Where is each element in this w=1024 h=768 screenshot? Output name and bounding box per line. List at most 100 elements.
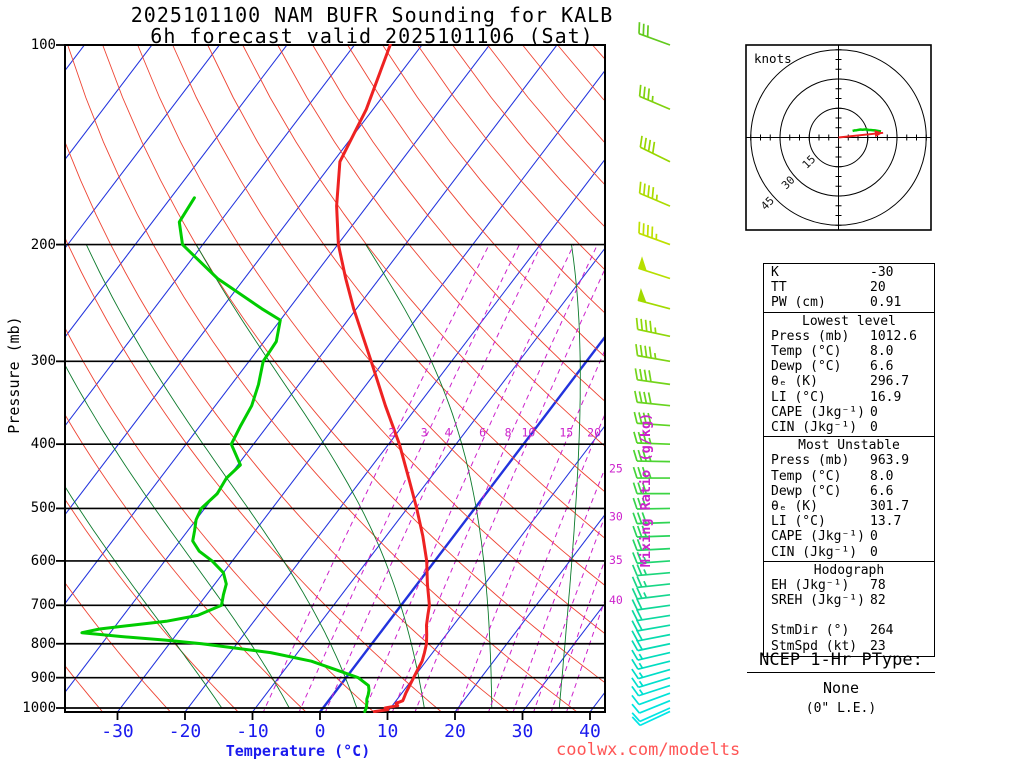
- dry-adiabat-line: [312, 44, 605, 402]
- stats-value: 16.9: [870, 389, 902, 405]
- barb-feather: [631, 620, 639, 632]
- barb-feather: [632, 512, 638, 524]
- stats-section-header: Hodograph: [764, 560, 934, 578]
- barb-staff: [637, 422, 671, 427]
- barb-feather: [635, 619, 643, 631]
- barb-feather: [638, 84, 642, 97]
- mixing-ratio-label: 8: [505, 426, 512, 440]
- stats-label: Dewp (°C): [771, 359, 842, 375]
- barb-feather: [641, 466, 648, 479]
- barb-feather: [648, 370, 652, 382]
- wind-barb-column: [631, 22, 671, 727]
- wind-barb: [631, 564, 671, 577]
- stats-row: Dewp (°C) 6.6: [764, 484, 934, 499]
- stats-section-header: Lowest level: [764, 311, 934, 329]
- barb-pennant: [637, 288, 647, 304]
- wind-barb: [631, 710, 671, 727]
- dry-adiabat-line: [65, 327, 376, 713]
- barb-feather: [635, 344, 639, 356]
- barb-feather: [634, 390, 639, 403]
- hodograph-trace: [852, 128, 882, 133]
- mixing-ratio-axis-label: Mixing Ratio (g/kg): [638, 412, 654, 568]
- stats-label: Press (mb): [771, 453, 850, 469]
- hodograph-border: [745, 44, 932, 231]
- mixing-ratio-label: 10: [521, 426, 535, 440]
- wind-barb: [632, 539, 671, 552]
- barb-feather: [631, 677, 640, 688]
- barb-feather: [636, 576, 643, 588]
- barb-feather: [631, 599, 639, 611]
- barb-feather: [635, 317, 639, 330]
- stats-value: 82: [870, 593, 886, 609]
- stats-panel: K -30 TT 20 PW (cm) 0.91 Lowest level Press (mb…: [763, 263, 935, 657]
- stats-value: 13.7: [870, 514, 902, 530]
- mixing-ratio-label: 4: [445, 426, 452, 440]
- barb-staff: [639, 146, 671, 163]
- barb-feather: [631, 588, 639, 600]
- x-tick-label: 10: [376, 721, 399, 742]
- barb-staff: [637, 593, 671, 600]
- barb-feather: [632, 482, 638, 494]
- barb-feather: [643, 86, 646, 99]
- wind-barb: [638, 22, 671, 46]
- wind-barb: [632, 512, 671, 525]
- barb-staff: [637, 614, 671, 622]
- x-tick-label: 40: [579, 721, 601, 742]
- barb-half-feather: [638, 680, 644, 687]
- y-tick-label: 700: [30, 597, 56, 614]
- stats-row: K -30: [764, 265, 934, 280]
- stats-row: CIN (Jkg⁻¹) 0: [764, 545, 934, 560]
- dry-adiabat-line: [347, 44, 605, 358]
- stats-section-header: Most Unstable: [764, 436, 934, 453]
- wind-barb: [633, 431, 671, 446]
- barb-half-feather: [638, 672, 644, 678]
- mixing-ratio-line: [298, 244, 520, 713]
- barb-staff: [637, 354, 671, 363]
- barb-feather: [631, 630, 639, 642]
- hodo-ring: [779, 78, 898, 197]
- mixing-ratio-label: 2: [388, 426, 395, 440]
- wind-barb: [631, 699, 671, 714]
- barb-staff: [638, 668, 671, 680]
- stats-value: -30: [870, 265, 894, 280]
- barb-feather: [638, 181, 642, 194]
- wind-barb: [633, 411, 671, 427]
- dry-adiabat-line: [207, 44, 605, 539]
- y-tick-label: 200: [30, 236, 56, 253]
- storm-arrow-head: [874, 130, 884, 138]
- wind-barb: [638, 84, 671, 111]
- stats-label: Temp (°C): [771, 468, 842, 484]
- stats-value: 8.0: [870, 468, 894, 484]
- barb-feather: [631, 649, 639, 661]
- mixing-ratio-line: [262, 244, 490, 713]
- barb-feather: [632, 497, 638, 510]
- barb-feather: [635, 639, 643, 651]
- mixing-ratio-line: [456, 348, 605, 713]
- ptype-title: NCEP 1-Hr PType:: [747, 650, 935, 673]
- wind-barb: [631, 639, 671, 652]
- barb-feather: [642, 449, 648, 462]
- stats-value: 6.6: [870, 483, 894, 499]
- barb-half-feather: [643, 569, 648, 576]
- stats-label: Press (mb): [771, 328, 850, 344]
- barb-feather: [636, 609, 643, 621]
- barb-feather: [647, 392, 652, 404]
- watermark-text: coolwx.com/modelts: [556, 740, 741, 760]
- stats-value: 0.91: [870, 295, 902, 311]
- stats-label: PW (cm): [771, 295, 826, 311]
- mixing-ratio-label: 35: [609, 553, 623, 567]
- wind-barb: [631, 609, 671, 622]
- stats-row: Press (mb) 963.9: [764, 453, 934, 468]
- mixing-ratio-label: 30: [609, 509, 623, 523]
- stats-value: 78: [870, 578, 886, 594]
- stats-value: 0: [870, 544, 878, 560]
- barb-staff: [637, 328, 671, 338]
- isotherm-line: [65, 44, 559, 694]
- barb-feather: [632, 552, 638, 564]
- isotherm-line: [65, 44, 491, 605]
- temperature-axis-label: Temperature (°C): [225, 742, 371, 760]
- dewpoint-curve: [80, 196, 371, 713]
- barb-half-feather: [643, 556, 648, 563]
- wind-barb: [631, 649, 671, 661]
